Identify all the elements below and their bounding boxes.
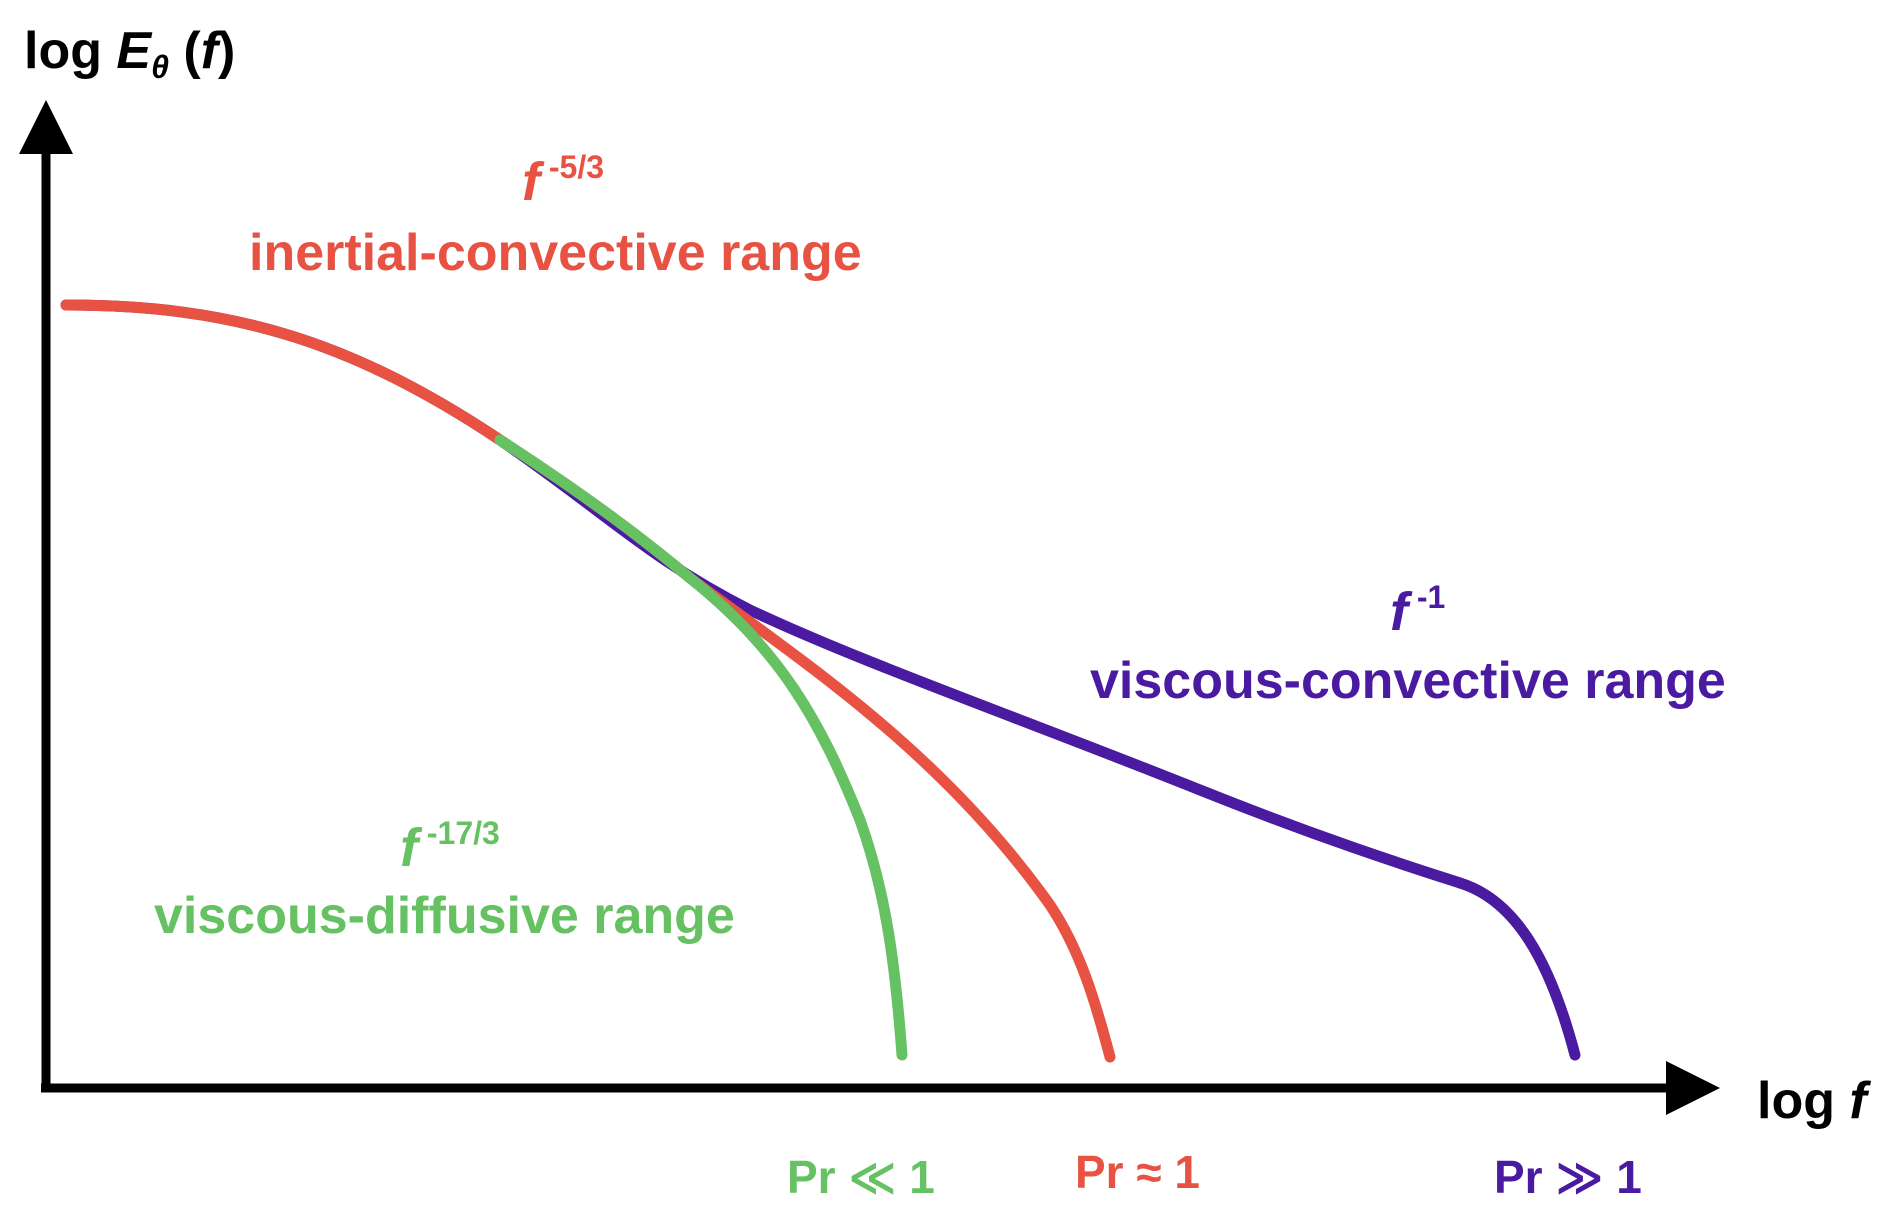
- y-axis-label: log Eθ (f): [24, 22, 235, 85]
- x-axis-label: log f: [1757, 1072, 1871, 1130]
- inertial-convective-exponent: f -5/3: [522, 149, 604, 212]
- viscous-convective-label: viscous-convective range: [1090, 652, 1726, 710]
- pr-much-greater-than-1-label: Pr ≫ 1: [1494, 1151, 1642, 1203]
- viscous-diffusive-label: viscous-diffusive range: [154, 887, 735, 945]
- viscous-diffusive-exponent: f -17/3: [400, 815, 500, 878]
- axes: [19, 100, 1720, 1115]
- y-axis-arrowhead: [19, 100, 73, 154]
- viscous-convective-exponent: f -1: [1390, 579, 1445, 642]
- pr-much-less-than-1-label: Pr ≪ 1: [787, 1151, 935, 1203]
- curve-pr-much-less-than-1: [494, 434, 908, 1061]
- spectrum-curves: [60, 299, 1581, 1063]
- x-axis-arrowhead: [1666, 1061, 1720, 1115]
- pr-approx-1-label: Pr ≈ 1: [1075, 1146, 1200, 1198]
- inertial-convective-label: inertial-convective range: [249, 224, 862, 282]
- range-annotations: f -5/3 inertial-convective range f -1 vi…: [154, 149, 1726, 945]
- prandtl-labels: Pr ≪ 1 Pr ≈ 1 Pr ≫ 1: [787, 1146, 1642, 1203]
